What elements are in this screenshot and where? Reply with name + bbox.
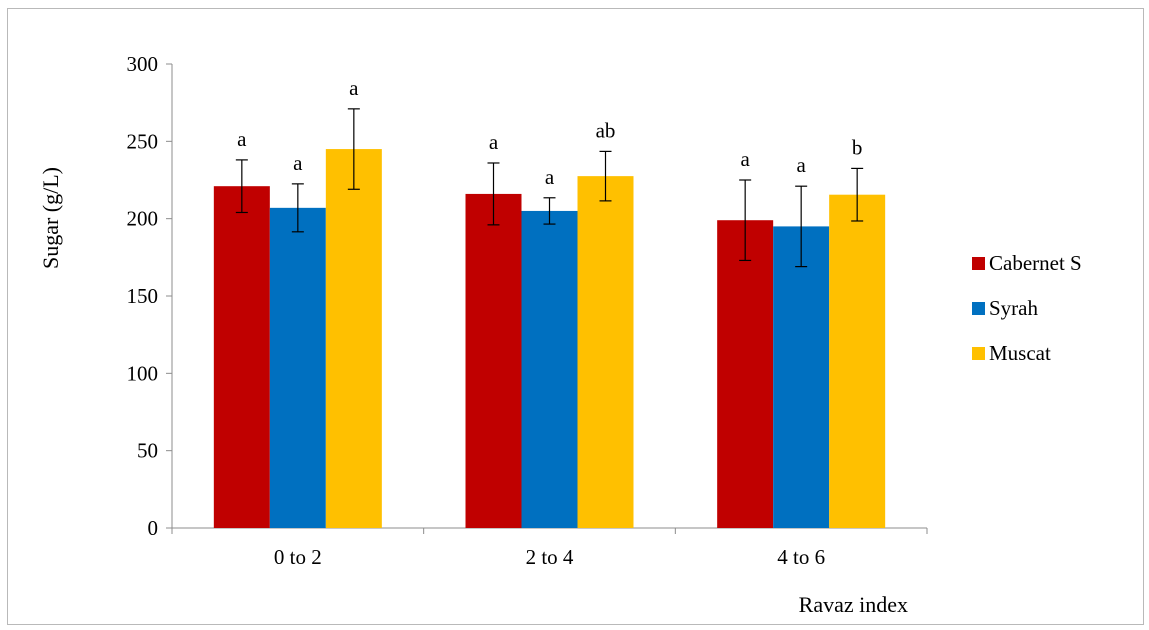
significance-label: a [545, 165, 555, 189]
legend-label: Syrah [989, 296, 1038, 320]
x-tick-label: 4 to 6 [777, 545, 825, 569]
bar [521, 210, 578, 528]
legend-swatch [972, 302, 985, 315]
significance-label: a [489, 130, 499, 154]
bar [269, 207, 326, 528]
y-tick-label: 250 [127, 129, 159, 153]
legend-swatch [972, 257, 985, 270]
significance-label: ab [596, 118, 616, 142]
y-tick-label: 50 [137, 439, 158, 463]
x-axis-label: Ravaz index [799, 592, 908, 617]
legend: Cabernet S Syrah Muscat [972, 251, 1082, 365]
y-tick-label: 300 [127, 52, 159, 76]
significance-label: a [741, 147, 751, 171]
y-tick-label: 100 [127, 361, 159, 385]
significance-label: a [293, 151, 303, 175]
y-tick-label: 150 [127, 284, 159, 308]
x-tick-label: 2 to 4 [526, 545, 574, 569]
significance-label: a [237, 127, 247, 151]
y-tick-label: 0 [148, 516, 159, 540]
bar [325, 149, 382, 529]
bar [465, 193, 522, 529]
legend-swatch [972, 347, 985, 360]
significance-label: b [852, 135, 863, 159]
significance-label: a [349, 76, 359, 100]
bar [213, 186, 270, 529]
bar [829, 194, 886, 528]
legend-label: Muscat [989, 341, 1051, 365]
y-axis-label: Sugar (g/L) [38, 167, 63, 269]
y-tick-label: 200 [127, 207, 159, 231]
significance-label: a [797, 153, 807, 177]
bar [577, 176, 634, 528]
legend-label: Cabernet S [989, 251, 1082, 275]
x-tick-label: 0 to 2 [274, 545, 322, 569]
bar [773, 226, 830, 528]
bar [717, 220, 774, 529]
